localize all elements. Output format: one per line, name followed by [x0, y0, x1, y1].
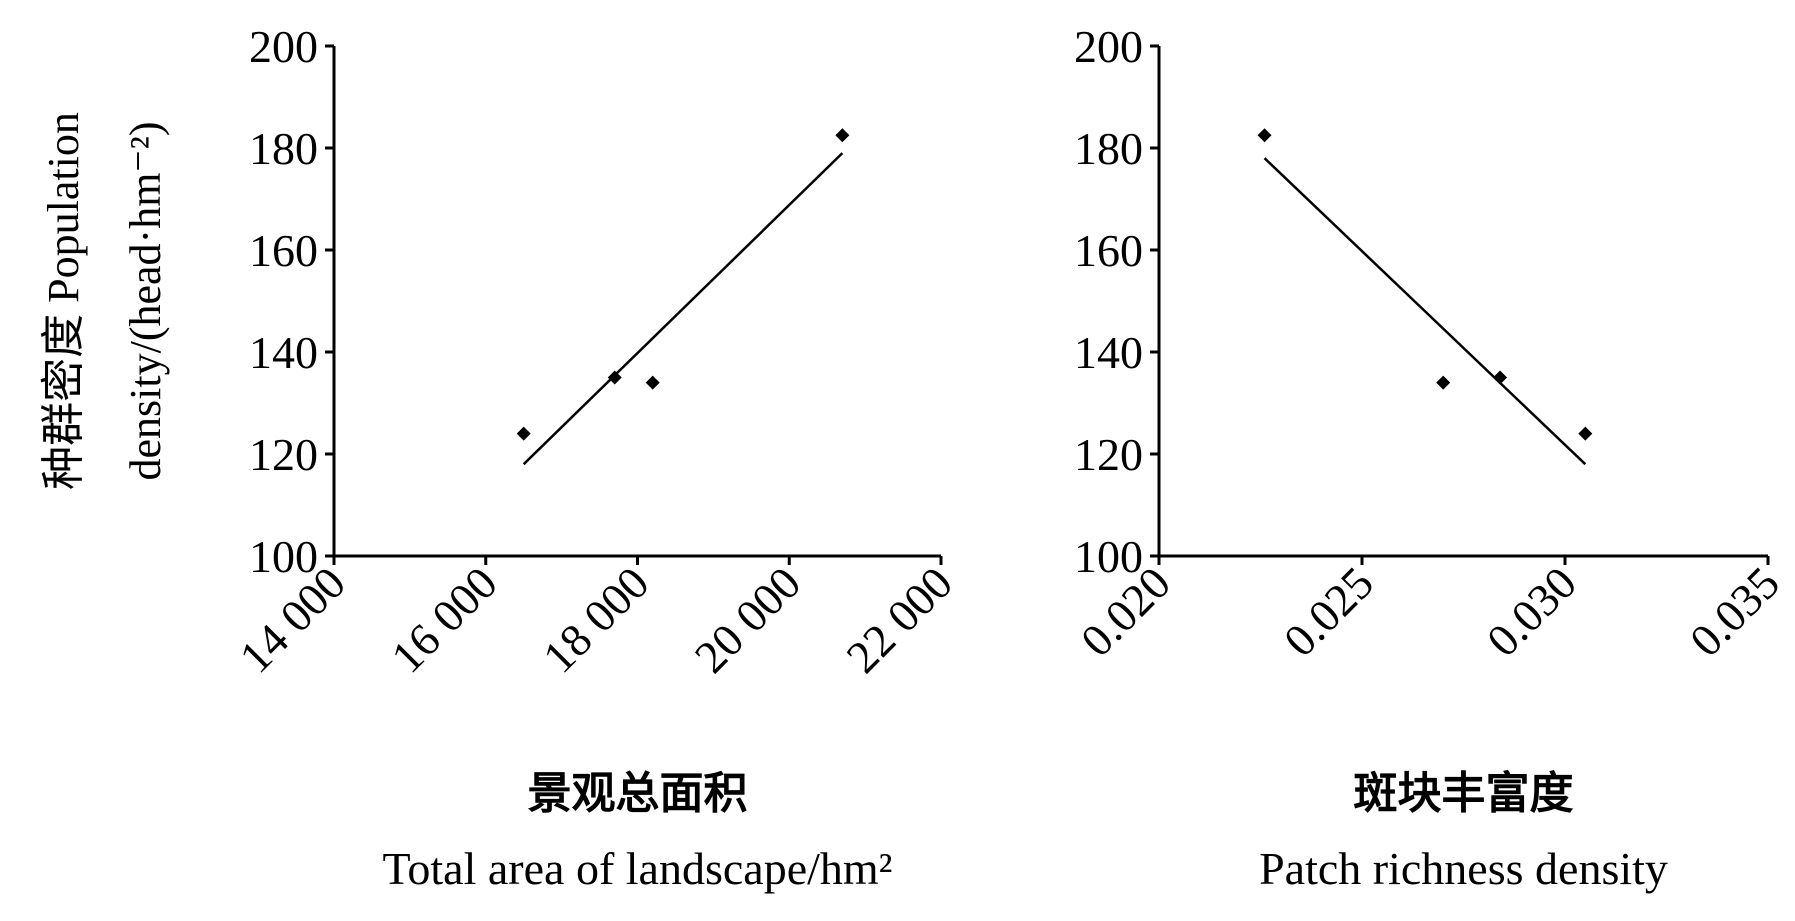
- y-axis-label: 种群密度 Population: [39, 112, 88, 490]
- point: [607, 370, 622, 385]
- x-tick-label: 0.030: [1477, 557, 1586, 666]
- y-tick-label: 120: [1074, 429, 1143, 480]
- y-tick-label: 180: [1074, 123, 1143, 174]
- y-axis-label: density/(head·hm⁻²): [121, 122, 170, 481]
- y-tick-label: 200: [249, 21, 318, 72]
- y-tick-label: 140: [1074, 327, 1143, 378]
- x-tick-label: 0.035: [1680, 557, 1789, 666]
- point: [645, 375, 660, 390]
- y-tick-label: 180: [249, 123, 318, 174]
- y-tick-label: 120: [249, 429, 318, 480]
- point: [1436, 375, 1451, 390]
- trend-line: [522, 152, 844, 466]
- y-tick-label: 100: [1074, 531, 1143, 582]
- trend-line: [1263, 157, 1587, 466]
- y-tick-label: 160: [1074, 225, 1143, 276]
- x-tick-label: 22 000: [837, 557, 963, 683]
- x-tick-label: 0.025: [1274, 557, 1383, 666]
- y-tick-label: 200: [1074, 21, 1143, 72]
- x-tick-label: 16 000: [381, 557, 507, 683]
- y-tick-label: 140: [249, 327, 318, 378]
- x-tick-label: 20 000: [685, 557, 811, 683]
- point: [1578, 426, 1593, 441]
- x-axis-label: 斑块丰富度: [1354, 768, 1574, 819]
- y-tick-label: 100: [249, 531, 318, 582]
- x-axis-label: Total area of landscape/hm²: [383, 843, 893, 894]
- point: [835, 128, 850, 143]
- x-axis-label: 景观总面积: [528, 768, 748, 819]
- point: [516, 426, 531, 441]
- point: [1257, 128, 1272, 143]
- x-axis-label: Patch richness density: [1259, 843, 1668, 894]
- point: [1493, 370, 1508, 385]
- y-tick-label: 160: [249, 225, 318, 276]
- x-tick-label: 18 000: [533, 557, 659, 683]
